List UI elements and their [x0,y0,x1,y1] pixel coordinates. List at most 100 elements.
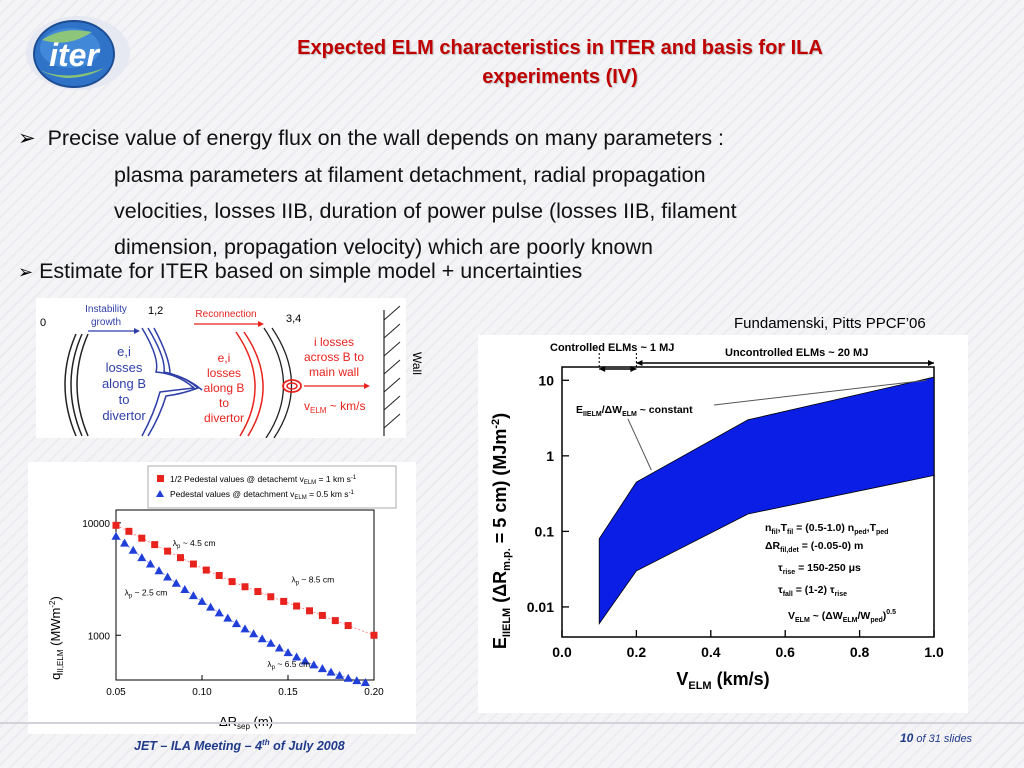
constant-pointer-line [713,379,927,406]
chart-b-ytick-label: 10 [538,372,554,388]
right-losses-text: i losses across B to main wall [304,335,364,379]
chart-a-xtick-label: 0.15 [278,687,298,698]
chart-a-square-point [202,566,210,574]
svg-text:τrise = 150-250 μs: τrise = 150-250 μs [778,562,861,576]
chart-b-frame [561,366,935,638]
chart-b-ytick-label: 1 [546,448,554,464]
footer-meeting: JET – ILA Meeting – 4th of July 2008 [134,738,345,754]
wall-hatch [383,305,401,429]
chart-a-triangle-point [352,676,362,685]
chart-a-square-point [189,560,197,568]
svg-text:along B: along B [204,381,245,395]
svg-text:losses: losses [106,360,143,375]
bullet-1-line-1: Precise value of energy flux on the wall… [47,126,725,150]
iter-logo: iter [26,16,130,90]
chart-a-square-point [370,631,378,639]
chart-b-xtick-label: 0.4 [701,644,721,660]
source-citation: Fundamenski, Pitts PPCF’06 [734,315,926,332]
svg-text:e,i: e,i [117,344,131,359]
chart-a-triangle-point [128,545,138,554]
svg-text:ΔRfil,det = (-0.05-0) m: ΔRfil,det = (-0.05-0) m [765,540,863,554]
legend-item-1: 1/2 Pedestal values @ detachemt vELM = 1… [170,474,357,486]
bullet-arrow-icon: ➢ [18,127,36,150]
chart-a-annotation: λp ~ 8.5 cm [291,574,334,586]
chart-a-square-point [306,607,313,615]
parameter-list: nfil,Tfil = (0.5-1.0) nped,Tped ΔRfil,de… [765,522,896,624]
chart-a-triangle-point [145,559,155,568]
svg-text:along B: along B [102,376,146,391]
left-losses-text: e,i losses along B to divertor [102,344,146,423]
label-1-2: 1,2 [148,305,163,317]
chart-a-square-point [331,617,339,625]
chart-a-triangle-point [343,673,353,682]
wall-label: Wall [410,352,424,375]
title-line-1: Expected ELM characteristics in ITER and… [297,37,823,59]
chart-a-triangle-point [257,634,267,643]
chart-a-ytick-label: 1000 [88,631,111,642]
chart-a-triangle-point [249,629,259,638]
chart-a-triangle-point [214,608,224,617]
chart-b-xtick-label: 1.0 [924,644,944,660]
chart-a-triangle-point [317,664,327,673]
svg-text:main wall: main wall [309,365,359,379]
arrowhead-icon [630,366,637,372]
chart-a-square-point [215,571,223,579]
chart-a-square-point [318,611,326,619]
chart-a-triangle-point [137,553,147,562]
chart-a-triangle-point [326,667,336,676]
legend-square-marker [157,475,164,482]
chart-a-square-point [293,602,301,610]
chart-a-square-point [138,534,146,542]
chart-a-xtick-label: 0.05 [106,687,126,698]
chart-a-xlabel: ΔRsep (m) [219,714,273,731]
chart-a-triangle-point [223,613,233,622]
constant-label: EIIELM/ΔWELM ~ constant [576,404,693,418]
chart-a-square-point [164,547,172,555]
chart-b-xtick-label: 0.0 [552,644,572,660]
svg-text:VELM ~ (ΔWELM/Wped)0.5: VELM ~ (ΔWELM/Wped)0.5 [788,609,896,624]
chart-a-triangle-point [120,538,130,547]
svg-text:across B to: across B to [304,350,364,364]
chart-a-square-point [241,583,249,591]
chart-a-triangle-point [266,638,276,647]
instability-growth-1: Instability [85,304,127,315]
chart-a-triangle-point [111,531,121,540]
chart-a-triangle-point [154,566,164,575]
chart-a-triangle-point [188,591,198,600]
chart-a-triangle-point [309,660,319,669]
chart-a-triangle-point [231,619,241,628]
svg-text:divertor: divertor [102,408,146,423]
label-3-4: 3,4 [286,313,301,325]
velocity-label: vELM ~ km/s [304,399,365,415]
chart-a-annotation: λp ~ 6.5 cm [267,659,310,671]
chart-a-triangle-point [163,572,173,581]
svg-text:to: to [219,396,229,410]
chart-a-ytick-label: 10000 [82,519,110,530]
q-vs-dr-chart-svg: 1/2 Pedestal values @ detachemt vELM = 1… [48,465,397,731]
q-vs-dr-chart: 1/2 Pedestal values @ detachemt vELM = 1… [28,462,416,734]
chart-a-triangle-point [283,648,293,657]
energy-vs-velocity-chart: 0.0 0.2 0.4 0.6 0.8 1.0 10 1 0.1 0.01 Controlled … [478,335,968,713]
svg-text:nfil,Tfil = (0.5-1.0) nped,Tpe: nfil,Tfil = (0.5-1.0) nped,Tped [765,522,888,536]
svg-text:e,i: e,i [218,351,231,365]
energy-vs-velocity-chart-svg: 0.0 0.2 0.4 0.6 0.8 1.0 10 1 0.1 0.01 Controlled … [490,342,944,692]
arrowhead-icon [599,366,606,372]
slide-title: Expected ELM characteristics in ITER and… [180,34,940,92]
logo-text: iter [49,37,100,73]
chart-a-triangle-point [360,678,370,687]
chart-a-legend [147,465,397,509]
chart-a-frame [115,509,375,681]
chart-a-triangle-point [335,670,345,679]
chart-a-triangle-point [274,643,284,652]
footer-divider [0,722,1024,724]
chart-a-annotation: λp ~ 2.5 cm [125,588,168,600]
chart-a-triangle-point [300,656,310,665]
chart-b-ylabel: EIIELM (ΔRm.p. = 5 cm) (MJm-2) [490,413,513,649]
chart-b-xtick-label: 0.6 [775,644,795,660]
chart-a-triangle-point [292,652,302,661]
constant-pointer-line [627,418,652,471]
chart-a-triangle-point [171,578,181,587]
bullet-1-line-2: plasma parameters at filament detachment… [114,163,706,187]
label-0: 0 [40,317,46,329]
chart-a-triangle-point [180,585,190,594]
